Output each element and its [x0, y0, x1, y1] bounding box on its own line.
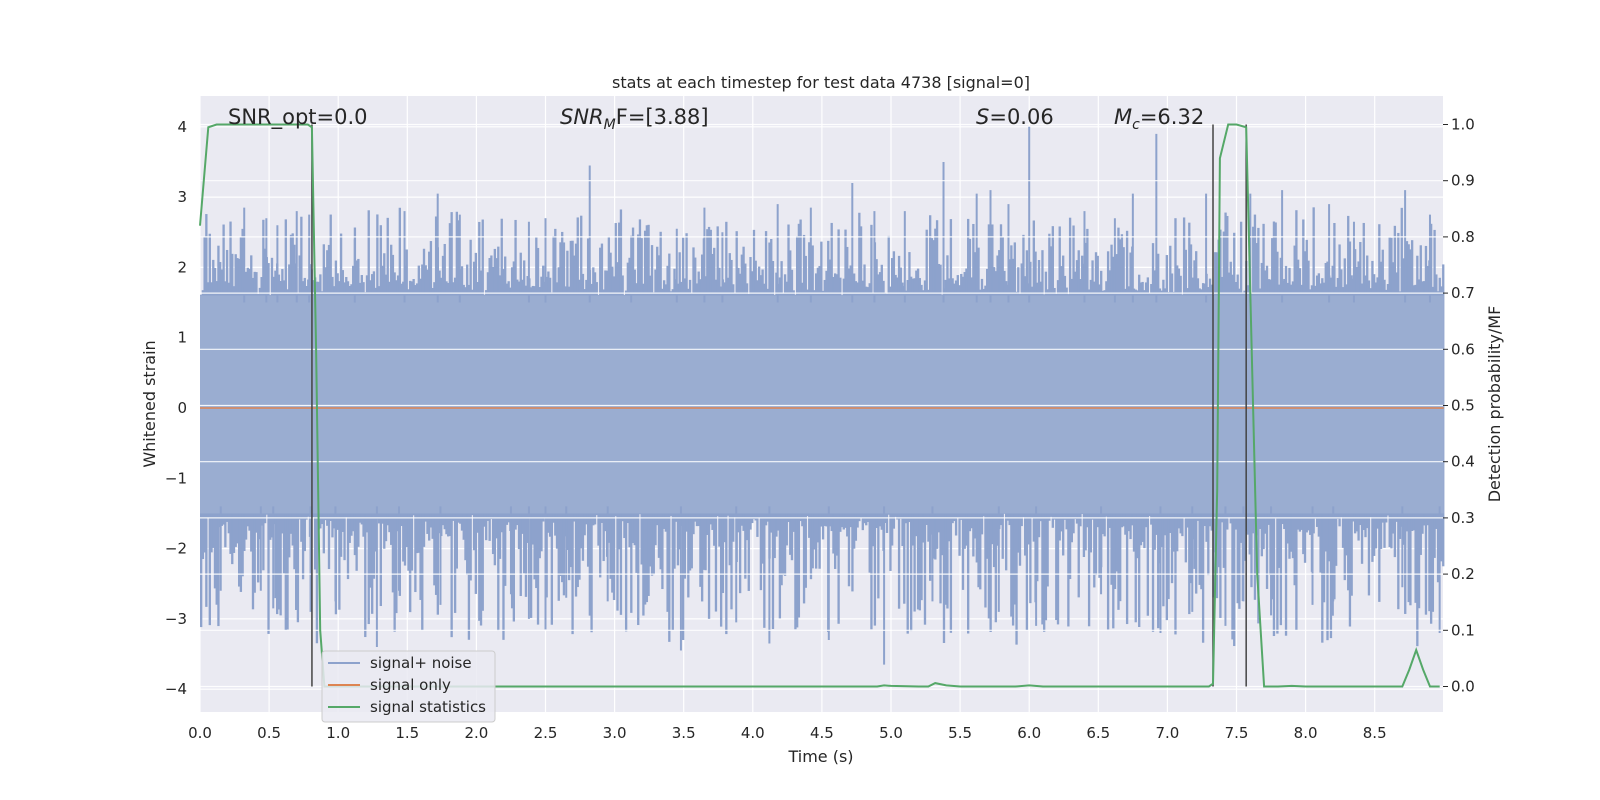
y-tick-label: −2	[165, 540, 187, 558]
annotation-s-tail: =0.06	[989, 105, 1053, 129]
y-tick-label: 4	[177, 118, 187, 136]
annotation-snr-mf-tail: F=[3.88]	[616, 105, 709, 129]
x-tick-label: 8.0	[1294, 724, 1318, 742]
noise-core	[200, 295, 1444, 514]
y-right-tick-label: 0.9	[1451, 172, 1475, 190]
x-tick-label: 7.0	[1155, 724, 1179, 742]
legend: signal+ noise signal only signal statist…	[321, 650, 496, 723]
y-tick-label: 0	[177, 399, 187, 417]
y-axis-label: Whitened strain	[140, 340, 159, 467]
x-tick-label: 6.5	[1086, 724, 1110, 742]
annotation-mc: Mc=6.32	[1114, 105, 1204, 133]
x-tick-label: 5.5	[948, 724, 972, 742]
y-tick-label: 2	[177, 258, 187, 276]
x-axis-label: Time (s)	[787, 747, 853, 766]
x-tick-label: 3.0	[603, 724, 627, 742]
signal-statistics-line	[199, 123, 1440, 688]
x-tick-label: 5.0	[879, 724, 903, 742]
x-tick-label: 8.5	[1363, 724, 1387, 742]
y-right-tick-label: 0.6	[1451, 340, 1475, 358]
y-right-tick-label: 0.2	[1451, 565, 1475, 583]
annotation-snr-opt: SNR_opt=0.0	[228, 105, 368, 130]
x-tick-label: 7.5	[1225, 724, 1249, 742]
y-right-tick-label: 0.5	[1451, 397, 1475, 415]
gridlines-over	[200, 123, 1443, 688]
y-right-tick-label: 0.0	[1451, 678, 1475, 696]
y-right-tick-label: 0.4	[1451, 453, 1475, 471]
y-tick-label: 3	[177, 188, 187, 206]
y-right-tick-label: 0.7	[1451, 284, 1475, 302]
x-tick-label: 3.5	[672, 724, 696, 742]
x-tick-label: 6.0	[1017, 724, 1041, 742]
y-tick-label: 1	[177, 329, 187, 347]
y-right-tick-label: 0.1	[1451, 621, 1475, 639]
y-right-tick-label: 1.0	[1451, 116, 1475, 134]
annotation-mc-base: M	[1114, 105, 1132, 129]
x-tick-label: 0.5	[257, 724, 281, 742]
x-tick-label: 4.0	[741, 724, 765, 742]
annotation-mc-sub: c	[1132, 117, 1140, 133]
y-tick-label: −1	[165, 469, 187, 487]
y-right-tick-label: 0.8	[1451, 228, 1475, 246]
x-tick-label: 0.0	[188, 724, 212, 742]
y-right-tick-label: 0.3	[1451, 509, 1475, 527]
x-tick-label: 2.5	[534, 724, 558, 742]
legend-label-signal-noise: signal+ noise	[370, 654, 472, 672]
annotation-s-base: S	[976, 105, 989, 129]
annotation-snr-mf: SNRMF=[3.88]	[560, 105, 709, 133]
vertical-markers	[311, 124, 1247, 687]
annotation-snr-mf-base: SNR	[560, 105, 604, 129]
x-tick-label: 2.0	[464, 724, 488, 742]
x-tick-label: 1.0	[326, 724, 350, 742]
x-tick-label: 4.5	[810, 724, 834, 742]
signal-statistics-series	[199, 123, 1440, 688]
noise-band	[200, 207, 1445, 647]
y-tick-label: −4	[165, 680, 187, 698]
legend-box	[321, 650, 496, 723]
x-tick-labels: 0.0 0.5 1.0 1.5 2.0 2.5 3.0 3.5 4.0 4.5 5.0 5.5 6.0 6…	[188, 724, 1387, 742]
annotation-snr-mf-sub: M	[604, 117, 616, 133]
annotation-s: S=0.06	[976, 105, 1054, 129]
noise-spikes	[219, 126, 1441, 665]
y-right-axis-label: Detection probability/MF	[1485, 306, 1504, 503]
y-tick-labels: 4 3 2 1 0 −1 −2 −3 −4	[165, 118, 187, 698]
legend-label-signal-only: signal only	[370, 676, 451, 694]
chart-title: stats at each timestep for test data 473…	[612, 73, 1030, 92]
annotation-mc-tail: =6.32	[1140, 105, 1204, 129]
y-tick-label: −3	[165, 610, 187, 628]
legend-label-signal-statistics: signal statistics	[370, 698, 486, 716]
x-tick-label: 1.5	[395, 724, 419, 742]
y-right-tick-labels: 1.0 0.9 0.8 0.7 0.6 0.5 0.4 0.3 0.2 0.1 0.0	[1443, 116, 1475, 696]
